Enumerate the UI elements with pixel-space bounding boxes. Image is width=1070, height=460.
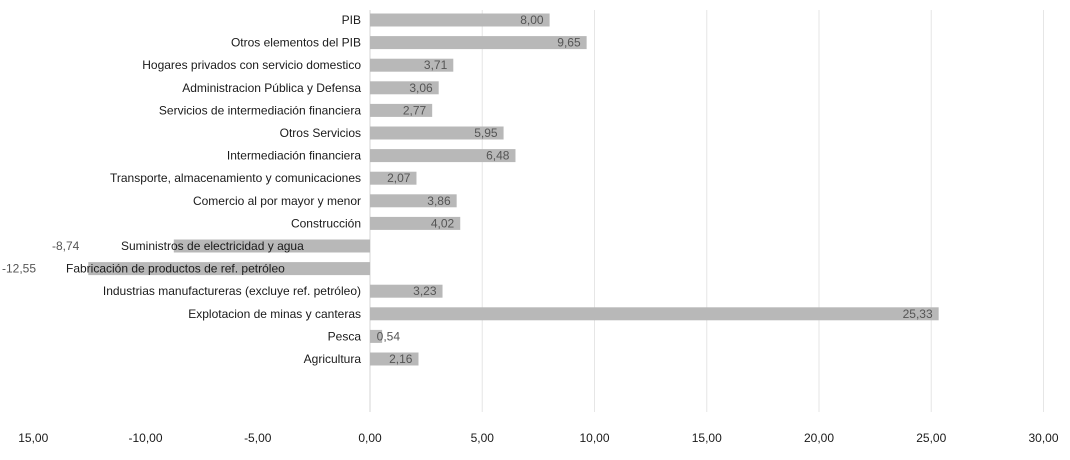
value-label-7: 2,07: [387, 171, 411, 185]
x-tick-label-7: 20,00: [804, 431, 834, 445]
category-label-4: Servicios de intermediación financiera: [159, 103, 361, 117]
bar-13: [370, 307, 939, 321]
value-label-11: -12,55: [2, 262, 36, 276]
bar-7: [370, 171, 417, 185]
value-label-1: 9,65: [557, 36, 581, 50]
bar-0: [370, 13, 550, 27]
category-label-8: Comercio al por mayor y menor: [193, 194, 361, 208]
x-tick-label-2: -5,00: [244, 431, 272, 445]
bar-8: [370, 194, 457, 208]
category-label-2: Hogares privados con servicio domestico: [142, 58, 361, 72]
value-label-10: -8,74: [52, 239, 80, 253]
value-label-13: 25,33: [903, 307, 933, 321]
value-labels: 8,00 9,65 3,71 3,06 2,77 5,95 6,48 2,07 3,86 4,02…: [2, 13, 933, 366]
x-tick-label-6: 15,00: [692, 431, 722, 445]
category-labels: PIB Otros elementos del PIB Hogares privad…: [66, 13, 361, 366]
bar-9: [370, 216, 461, 230]
category-label-12: Industrias manufactureras (excluye ref. …: [103, 284, 361, 298]
category-label-7: Transporte, almacenamiento y comunicacio…: [110, 171, 361, 185]
x-tick-label-1: -10,00: [128, 431, 162, 445]
bar-5: [370, 126, 504, 140]
bar-14: [370, 329, 383, 343]
category-label-10: Suministros de electricidad y agua: [121, 239, 304, 253]
category-label-6: Intermediación financiera: [227, 149, 361, 163]
category-label-15: Agricultura: [304, 352, 362, 366]
gridlines: [369, 10, 1044, 412]
value-label-0: 8,00: [520, 13, 544, 27]
value-label-9: 4,02: [431, 216, 455, 230]
value-label-14: 0,54: [377, 329, 401, 343]
bar-4: [370, 103, 433, 117]
bar-3: [370, 81, 439, 95]
category-label-14: Pesca: [328, 329, 362, 343]
bars: [88, 13, 939, 366]
value-label-15: 2,16: [389, 352, 413, 366]
bar-2: [370, 58, 454, 72]
x-tick-label-8: 25,00: [916, 431, 946, 445]
bar-12: [370, 284, 443, 298]
x-tick-label-0: 15,00: [18, 431, 48, 445]
value-label-8: 3,86: [427, 194, 451, 208]
bar-10: [173, 239, 370, 253]
category-label-5: Otros Servicios: [280, 126, 361, 140]
category-label-9: Construcción: [291, 216, 361, 230]
bar-1: [370, 36, 587, 50]
value-label-5: 5,95: [474, 126, 498, 140]
value-label-4: 2,77: [403, 103, 427, 117]
bar-11: [88, 262, 370, 276]
bar-6: [370, 149, 516, 163]
value-label-12: 3,23: [413, 284, 437, 298]
category-label-13: Explotacion de minas y canteras: [188, 307, 361, 321]
x-tick-label-4: 5,00: [471, 431, 495, 445]
value-label-3: 3,06: [409, 81, 433, 95]
value-label-6: 6,48: [486, 149, 510, 163]
x-axis-ticks: 15,00 -10,00 -5,00 0,00 5,00 10,00 15,00 20,00 2…: [18, 431, 1059, 445]
x-tick-label-5: 10,00: [579, 431, 609, 445]
value-label-2: 3,71: [424, 58, 448, 72]
bar-15: [370, 352, 419, 366]
category-label-11: Fabricación de productos de ref. petróle…: [66, 262, 285, 276]
category-label-0: PIB: [342, 13, 361, 27]
category-label-3: Administracion Pública y Defensa: [182, 81, 361, 95]
x-tick-label-9: 30,00: [1028, 431, 1058, 445]
x-tick-label-3: 0,00: [358, 431, 382, 445]
category-label-1: Otros elementos del PIB: [231, 36, 361, 50]
